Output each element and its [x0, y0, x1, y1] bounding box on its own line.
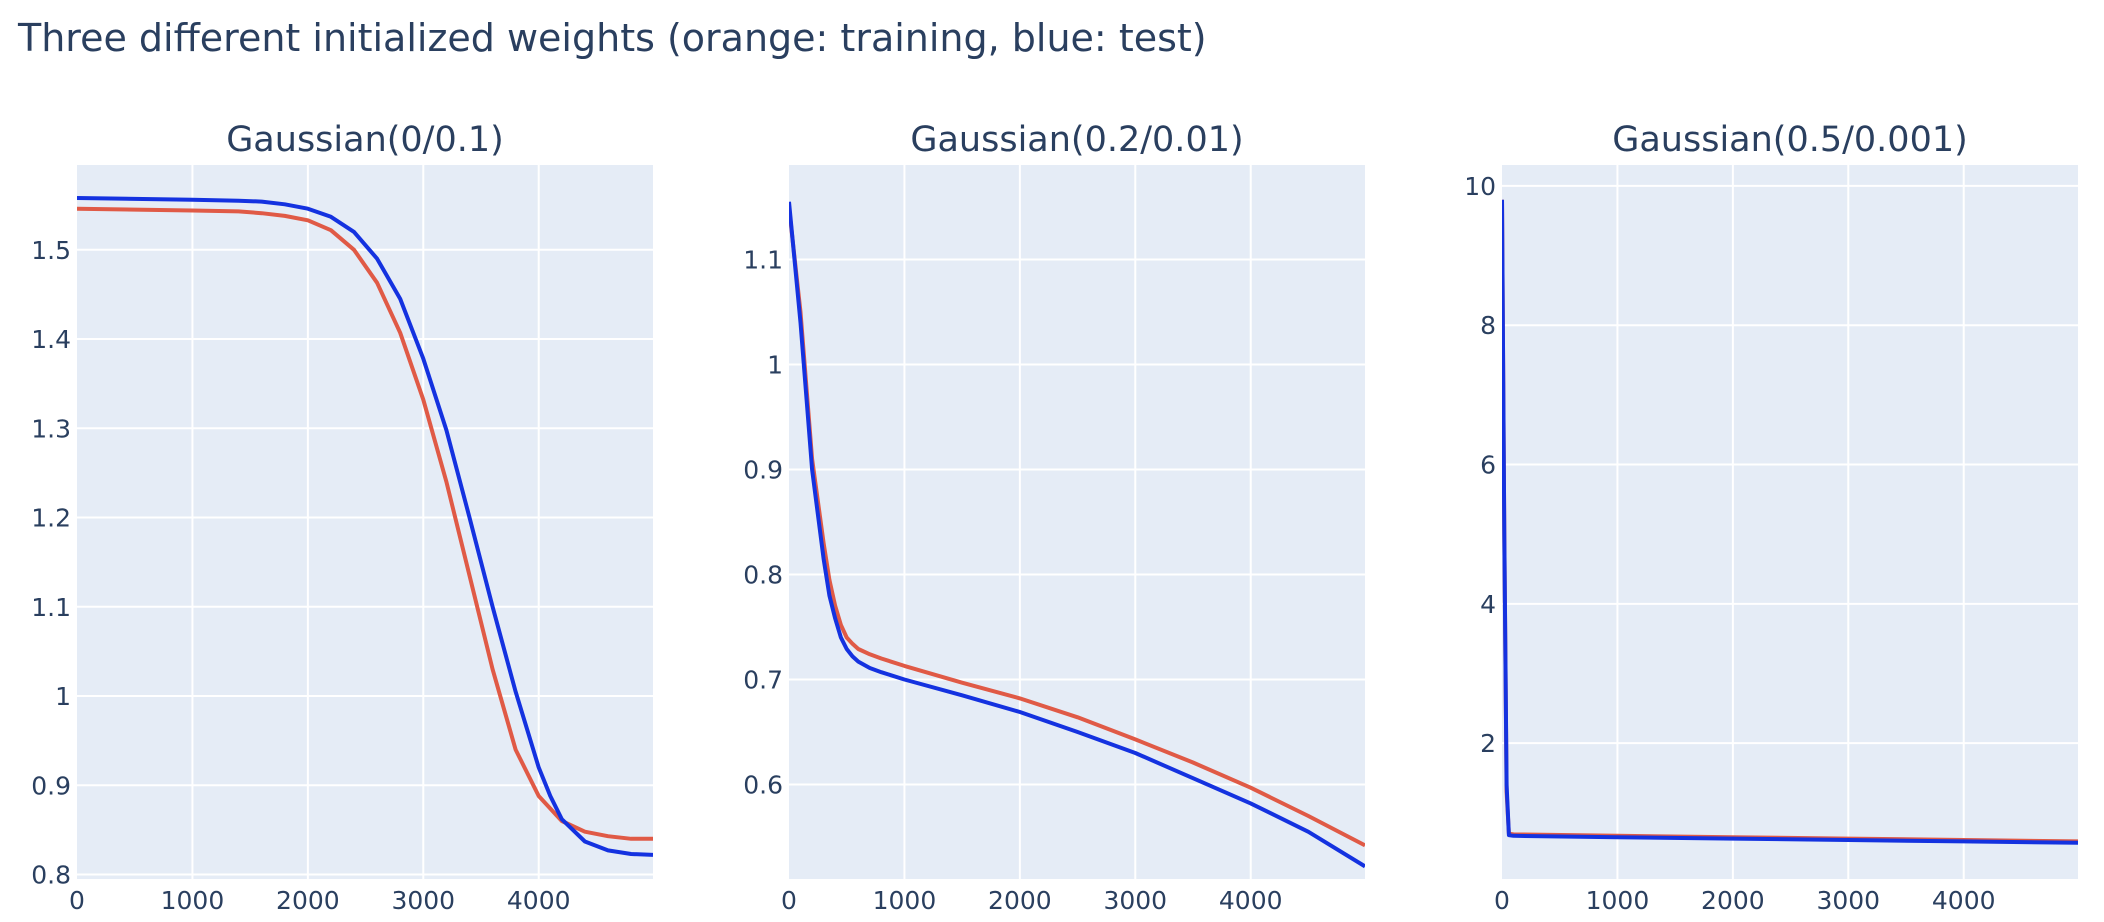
training-line-1 — [77, 206, 653, 841]
y-tick-label-3-1: 4 — [1480, 590, 1496, 619]
y-tick-label-2-5: 1.1 — [743, 246, 783, 275]
y-tick-label-2-2: 0.8 — [743, 561, 783, 590]
plot-area-2 — [789, 165, 1365, 879]
y-tick-label-1-1: 0.9 — [31, 771, 71, 800]
x-tick-label-1-4: 4000 — [507, 886, 571, 915]
plot-area-1 — [77, 165, 653, 879]
y-tick-label-2-1: 0.7 — [743, 666, 783, 695]
figure-title: Three different initialized weights (ora… — [18, 16, 1207, 60]
x-tick-label-1-3: 3000 — [391, 886, 455, 915]
test-line-3 — [1502, 199, 2078, 845]
test-line-2 — [789, 201, 1365, 869]
y-tick-label-1-4: 1.2 — [31, 504, 71, 533]
subplot-title-1: Gaussian(0/0.1) — [226, 120, 504, 160]
y-tick-label-2-3: 0.9 — [743, 456, 783, 485]
y-tick-label-3-0: 2 — [1480, 729, 1496, 758]
y-tick-label-2-4: 1 — [767, 351, 783, 380]
x-tick-label-1-2: 2000 — [276, 886, 340, 915]
y-tick-label-2-0: 0.6 — [743, 771, 783, 800]
y-tick-label-1-5: 1.3 — [31, 414, 71, 443]
y-tick-label-3-4: 10 — [1464, 172, 1496, 201]
x-tick-label-3-0: 0 — [1494, 886, 1510, 915]
x-tick-label-2-3: 3000 — [1103, 886, 1167, 915]
x-tick-label-1-0: 0 — [69, 886, 85, 915]
x-tick-label-2-2: 2000 — [988, 886, 1052, 915]
training-line-2 — [789, 206, 1365, 848]
y-tick-label-1-2: 1 — [55, 682, 71, 711]
y-tick-label-1-0: 0.8 — [31, 861, 71, 890]
y-tick-label-1-3: 1.1 — [31, 593, 71, 622]
y-tick-label-3-3: 8 — [1480, 311, 1496, 340]
x-tick-label-2-0: 0 — [781, 886, 797, 915]
y-tick-label-1-7: 1.5 — [31, 236, 71, 265]
subplot-title-3: Gaussian(0.5/0.001) — [1612, 120, 1968, 160]
y-tick-label-3-2: 6 — [1480, 451, 1496, 480]
test-line-1 — [77, 196, 653, 857]
plot-area-3 — [1502, 165, 2078, 879]
x-tick-label-3-4: 4000 — [1932, 886, 1996, 915]
x-tick-label-3-3: 3000 — [1816, 886, 1880, 915]
x-tick-label-2-1: 1000 — [873, 886, 937, 915]
x-tick-label-1-1: 1000 — [161, 886, 225, 915]
subplot-title-2: Gaussian(0.2/0.01) — [910, 120, 1243, 160]
y-tick-label-1-6: 1.4 — [31, 325, 71, 354]
x-tick-label-3-1: 1000 — [1586, 886, 1650, 915]
x-tick-label-3-2: 2000 — [1701, 886, 1765, 915]
x-tick-label-2-4: 4000 — [1219, 886, 1283, 915]
